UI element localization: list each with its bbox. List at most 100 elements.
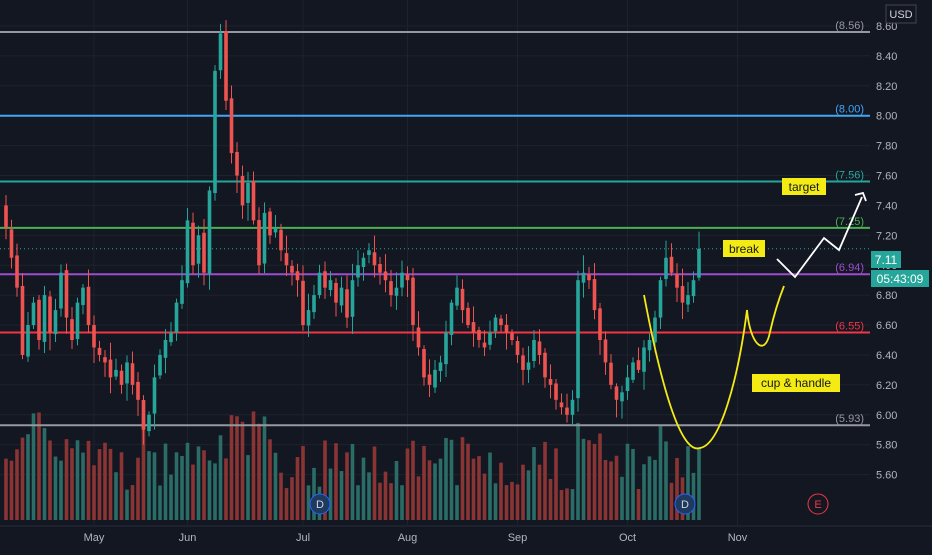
candle-body xyxy=(642,347,646,372)
candle-body xyxy=(449,302,454,335)
projection-path xyxy=(776,196,863,279)
candle-body xyxy=(103,357,107,363)
candle-body xyxy=(268,211,272,236)
volume-bar xyxy=(422,445,426,520)
time-tick-label: Jul xyxy=(296,532,310,544)
volume-bar xyxy=(631,448,635,520)
volume-bar xyxy=(163,443,168,520)
volume-bar xyxy=(609,461,613,520)
volume-bar xyxy=(471,458,476,520)
volume-bar xyxy=(290,477,294,520)
candle-body xyxy=(207,190,212,274)
candle-body xyxy=(306,310,311,326)
volume-bar xyxy=(207,460,212,520)
volume-bar xyxy=(691,472,696,520)
volume-bar xyxy=(9,460,14,520)
candle-body xyxy=(504,324,509,333)
volume-bar xyxy=(240,421,245,520)
volume-bar xyxy=(372,446,377,520)
volume-bar xyxy=(642,464,646,520)
price-tick-label: 5.80 xyxy=(876,440,897,452)
candle-body xyxy=(383,271,388,281)
candle-body xyxy=(180,280,184,304)
volume-bar xyxy=(416,476,421,520)
candle-body xyxy=(70,319,74,340)
candle-body xyxy=(438,362,443,372)
volume-bar xyxy=(312,467,316,520)
volume-bar xyxy=(174,452,179,520)
volume-bar xyxy=(339,471,344,520)
time-axis[interactable]: May Jun Jul Aug Sep Oct Nov xyxy=(0,525,932,544)
candle-body xyxy=(669,256,674,273)
candle-body xyxy=(658,280,663,318)
candle-body xyxy=(631,362,635,380)
volume-bar xyxy=(218,435,223,520)
candle-body xyxy=(389,281,393,296)
price-level-label: (6.55) xyxy=(835,321,864,333)
volume-bar xyxy=(26,434,30,520)
target-label: target xyxy=(789,180,820,194)
candle-body xyxy=(433,369,437,388)
volume-bar xyxy=(97,449,102,520)
volume-bar xyxy=(273,452,278,520)
volume-bar xyxy=(510,481,514,520)
volume-bar xyxy=(64,439,69,520)
volume-bar xyxy=(367,472,371,520)
dividend-marker-2[interactable] xyxy=(674,493,696,515)
price-tick-label: 7.40 xyxy=(876,200,897,212)
candle-body xyxy=(290,265,294,273)
volume-bar xyxy=(554,448,558,520)
dividend-marker-1[interactable] xyxy=(309,493,331,515)
volume-bar xyxy=(664,441,668,520)
volume-bar xyxy=(92,465,96,520)
volume-bar xyxy=(532,447,536,520)
volume-bar xyxy=(526,470,531,520)
cup-handle-label: cup & handle xyxy=(761,376,831,390)
candle-body xyxy=(532,339,536,361)
candle-body xyxy=(361,257,366,267)
countdown-badge xyxy=(871,270,929,287)
candle-body xyxy=(691,280,696,297)
volume-bar xyxy=(669,482,674,520)
candle-body xyxy=(350,280,355,317)
candle-body xyxy=(246,182,250,203)
volume-bar xyxy=(537,464,542,520)
candle-body xyxy=(15,255,19,288)
volume-bar xyxy=(257,423,261,520)
candle-body xyxy=(31,302,36,326)
volume-bar xyxy=(301,446,305,520)
volume-bar xyxy=(438,458,443,520)
candle-body xyxy=(141,399,146,430)
candle-body xyxy=(328,280,333,291)
volume-bar xyxy=(4,458,8,520)
candle-body xyxy=(26,325,30,357)
volume-bar xyxy=(306,485,311,520)
volume-bar xyxy=(405,448,410,520)
candle-body xyxy=(482,342,487,348)
volume-bar xyxy=(614,455,619,520)
candle-body xyxy=(213,70,217,194)
volume-bar xyxy=(449,439,454,520)
earnings-marker[interactable] xyxy=(807,493,829,515)
volume-bar xyxy=(152,452,157,520)
volume-bar xyxy=(675,457,679,520)
price-tick-label: 5.60 xyxy=(876,470,897,482)
volume-bar xyxy=(361,457,366,520)
currency-box[interactable] xyxy=(885,4,917,24)
price-tick-label: 7.20 xyxy=(876,230,897,242)
candle-body xyxy=(609,362,613,385)
candle-body xyxy=(378,263,382,273)
candle-body xyxy=(510,333,514,340)
last-price-badge xyxy=(871,251,901,268)
candle-body xyxy=(675,273,679,288)
candle-body xyxy=(400,272,404,288)
volume-bar xyxy=(125,489,129,520)
candle-body xyxy=(37,299,41,340)
candle-body xyxy=(576,280,580,399)
candle-body xyxy=(251,181,256,221)
time-tick-label: Jun xyxy=(179,532,197,544)
candle-body xyxy=(697,248,701,278)
volume-bar xyxy=(15,449,19,520)
candle-body xyxy=(163,339,168,358)
